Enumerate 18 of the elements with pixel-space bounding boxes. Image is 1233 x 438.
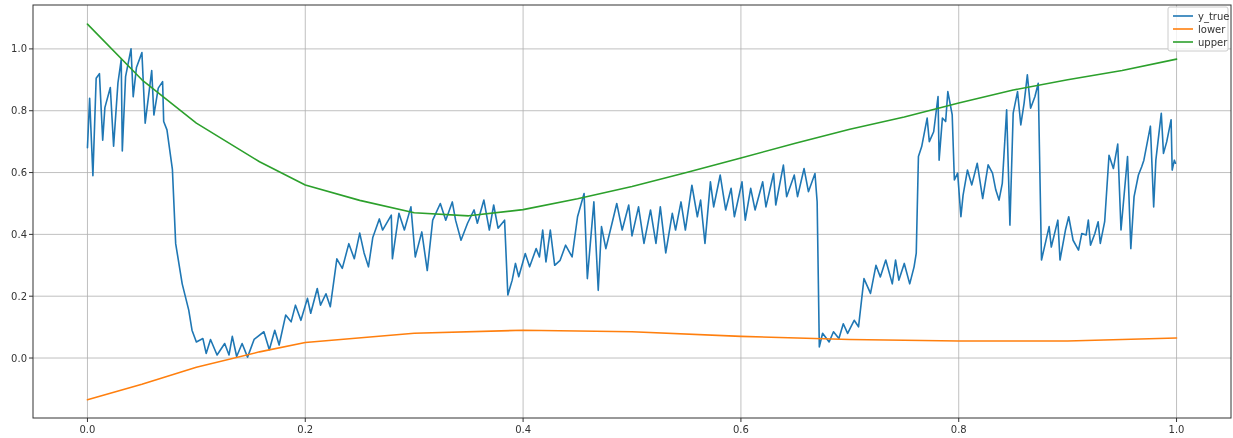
line-series bbox=[86, 23, 1178, 217]
x-tick-label: 0.0 bbox=[79, 424, 96, 435]
y-tick-label: 1.0 bbox=[11, 43, 27, 55]
x-tick-label: 0.2 bbox=[297, 424, 314, 435]
x-tick-label: 0.6 bbox=[732, 424, 749, 435]
line-series bbox=[86, 329, 1178, 401]
y-tick-label: 0.0 bbox=[11, 352, 27, 364]
y-tick-label: 0.6 bbox=[11, 167, 27, 179]
x-tick-label: 0.8 bbox=[950, 424, 967, 435]
legend-label: lower bbox=[1198, 23, 1227, 35]
x-tick-label: 1.0 bbox=[1168, 424, 1185, 435]
y-tick-label: 0.8 bbox=[11, 105, 27, 117]
legend-label: upper bbox=[1198, 36, 1229, 48]
y-tick-label: 0.2 bbox=[11, 290, 27, 302]
x-tick-label: 0.4 bbox=[515, 424, 532, 435]
legend-label: y_true bbox=[1198, 10, 1230, 23]
line-series bbox=[86, 48, 1177, 358]
y-tick-label: 0.4 bbox=[11, 228, 27, 240]
